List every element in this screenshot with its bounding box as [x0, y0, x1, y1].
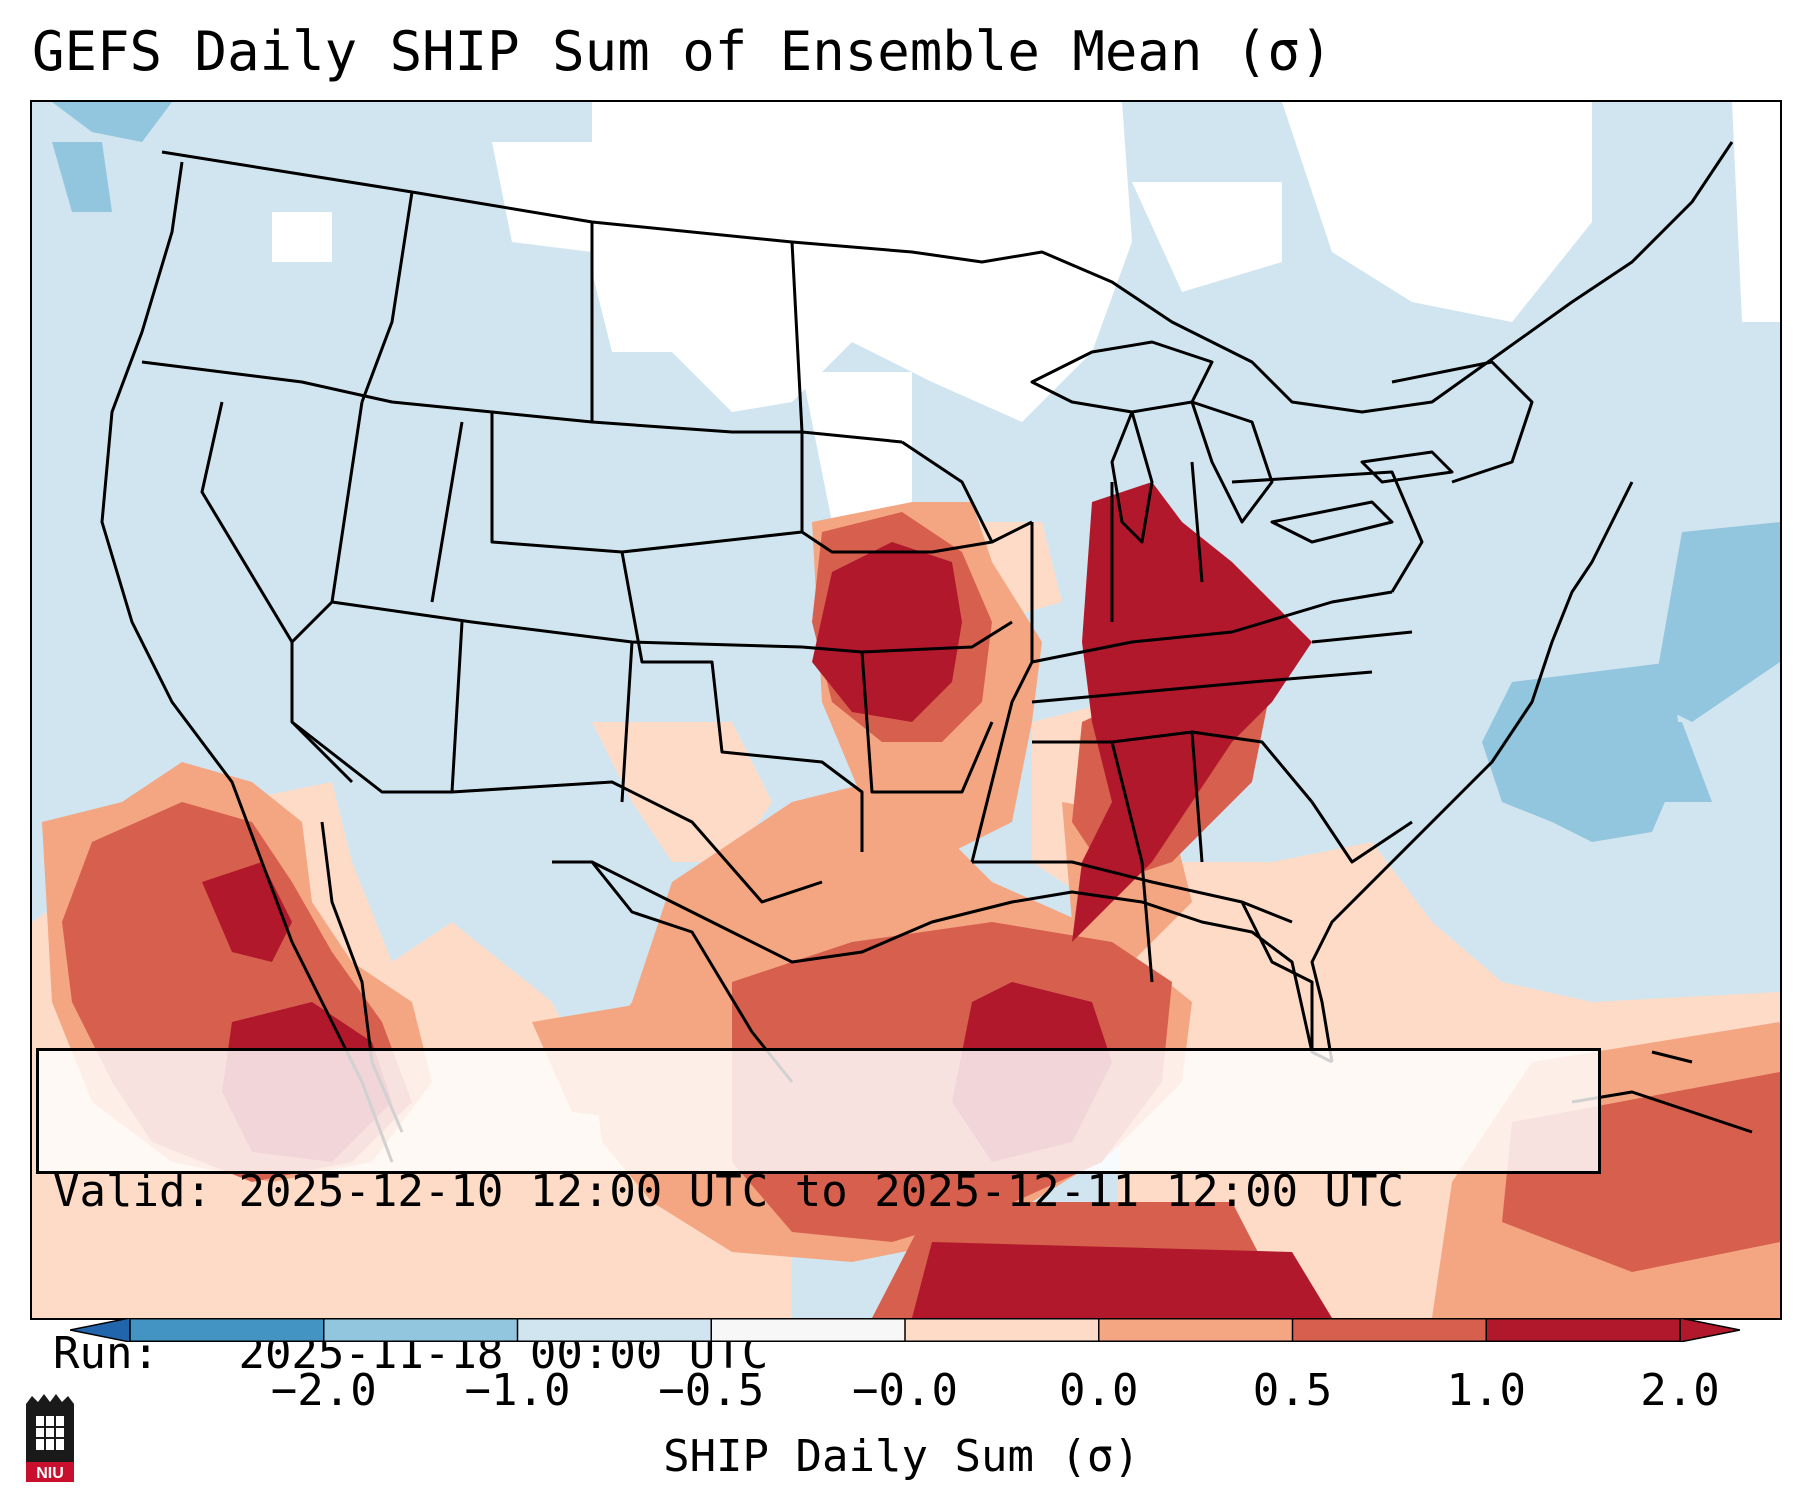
colorbar-segment — [1486, 1318, 1681, 1342]
colorbar-tick-label: −2.0 — [270, 1365, 377, 1416]
colorbar-label: SHIP Daily Sum (σ) — [663, 1431, 1140, 1482]
svg-text:NIU: NIU — [36, 1465, 64, 1482]
colorbar-tick-label: 1.0 — [1446, 1365, 1526, 1416]
colorbar-segment — [323, 1318, 518, 1342]
colorbar-tick-label: −0.0 — [852, 1365, 958, 1416]
colorbar-tick-label: 0.0 — [1059, 1365, 1139, 1416]
map-title: GEFS Daily SHIP Sum of Ensemble Mean (σ) — [32, 20, 1333, 83]
negative-regions — [52, 102, 1780, 842]
colorbar-segment — [711, 1318, 906, 1342]
colorbar-tick-label: 0.5 — [1252, 1365, 1333, 1416]
colorbar-tick-label: 2.0 — [1640, 1365, 1720, 1416]
colorbar-extend-under — [70, 1318, 131, 1342]
colorbar-extend-over — [1679, 1318, 1740, 1342]
colorbar-segment — [1098, 1318, 1293, 1342]
info-box: Valid: 2025-12-10 12:00 UTC to 2025-12-1… — [36, 1048, 1601, 1379]
near-zero-regions — [272, 102, 1780, 522]
colorbar-tick-label: −1.0 — [464, 1365, 571, 1416]
valid-value: 2025-12-10 12:00 UTC to 2025-12-11 12:00… — [238, 1166, 1405, 1217]
valid-row: Valid: 2025-12-10 12:00 UTC to 2025-12-1… — [53, 1165, 1598, 1219]
colorbar-segment — [1292, 1318, 1487, 1342]
university-logo-icon: NIU — [26, 1394, 74, 1482]
boundary-lines — [100, 141, 1753, 1163]
colorbar-segment — [130, 1318, 325, 1342]
colorbar — [70, 1318, 1740, 1342]
valid-label: Valid: — [53, 1166, 212, 1217]
colorbar-tick-label: −0.5 — [658, 1365, 765, 1416]
colorbar-segment — [905, 1318, 1100, 1342]
colorbar-segment — [517, 1318, 712, 1342]
